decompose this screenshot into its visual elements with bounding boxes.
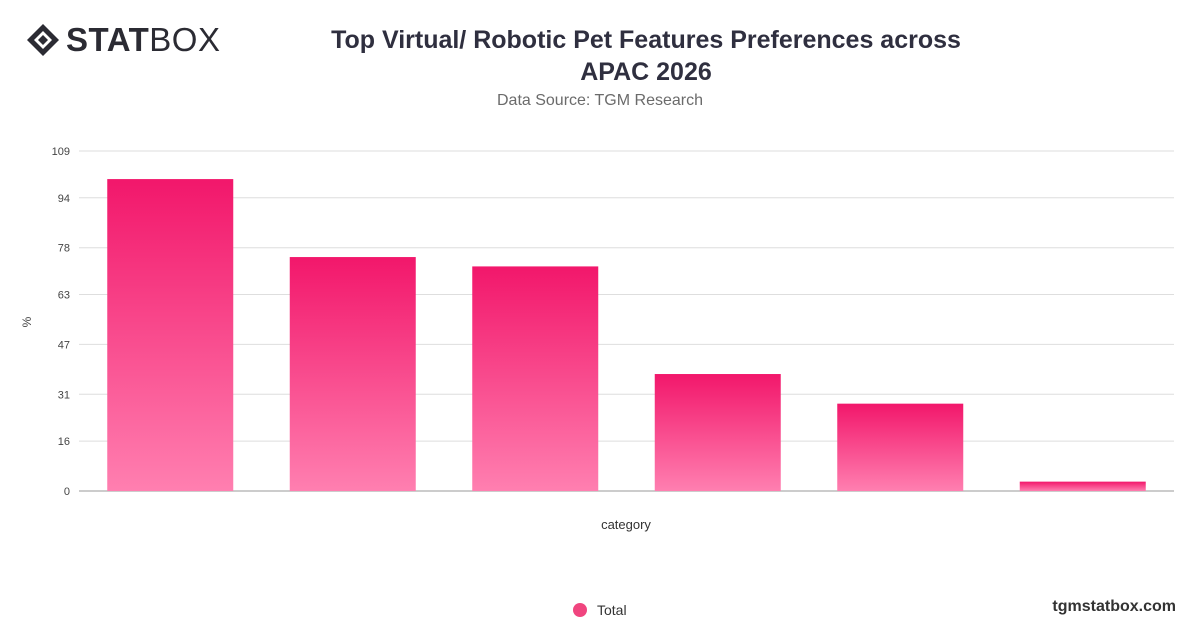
- bar-2[interactable]: [289, 257, 416, 491]
- bars: [107, 179, 1146, 491]
- bar-chart: 0 16 31 47 63 78 94 109 % category: [20, 146, 1174, 532]
- chart-subtitle: Data Source: TGM Research: [496, 92, 703, 109]
- y-tick-label: 16: [58, 436, 70, 448]
- logo-text-light: BOX: [149, 21, 221, 58]
- site-credit: tgmstatbox.com: [1052, 598, 1176, 615]
- grid-lines: [79, 150, 1174, 492]
- legend-series-marker: [573, 603, 587, 617]
- logo-text: STATBOX: [66, 22, 220, 58]
- bar-4[interactable]: [654, 374, 781, 491]
- y-axis-label: %: [20, 316, 34, 327]
- bar-5[interactable]: [837, 403, 964, 491]
- y-tick-label: 31: [58, 389, 70, 401]
- x-axis-label: category: [601, 517, 651, 532]
- bar-1[interactable]: [107, 179, 234, 491]
- y-tick-label: 47: [58, 339, 70, 351]
- chart-legend[interactable]: Total: [573, 602, 627, 618]
- y-tick-label: 0: [64, 486, 70, 498]
- bar-3[interactable]: [472, 266, 599, 491]
- chart-title: Top Virtual/ Robotic Pet Features Prefer…: [246, 24, 1046, 88]
- chart-title-line-2: APAC 2026: [580, 58, 712, 86]
- chart-title-line-1: Top Virtual/ Robotic Pet Features Prefer…: [331, 26, 961, 54]
- y-tick-label: 78: [58, 243, 70, 255]
- legend-series-label: Total: [597, 602, 627, 618]
- y-tick-label: 109: [52, 146, 70, 158]
- statbox-logo-icon: [27, 24, 59, 56]
- y-tick-label: 94: [58, 193, 70, 205]
- y-axis-ticks: 0 16 31 47 63 78 94 109: [52, 146, 70, 498]
- statbox-logo: STATBOX: [26, 22, 220, 58]
- bar-6[interactable]: [1019, 481, 1146, 491]
- logo-text-bold: STAT: [66, 21, 150, 58]
- y-tick-label: 63: [58, 289, 70, 301]
